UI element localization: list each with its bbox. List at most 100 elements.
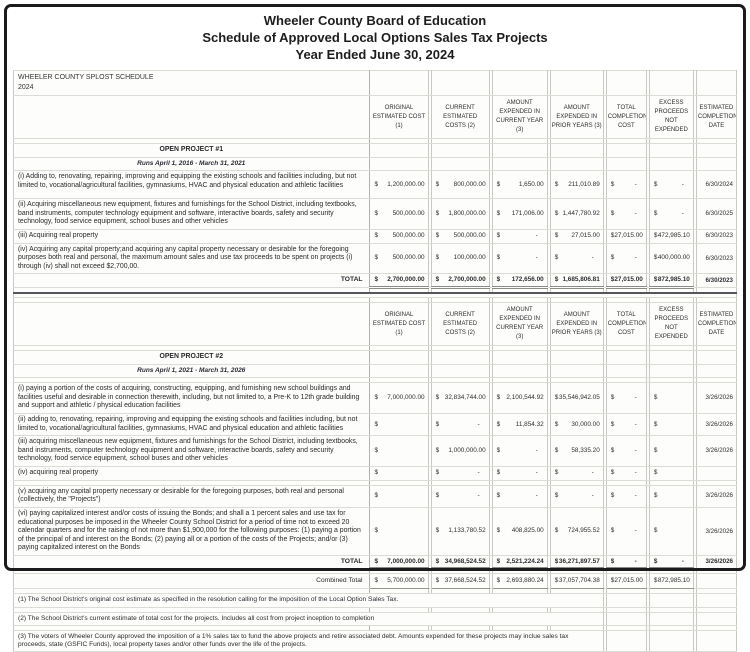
amount-content: $58,335.20 bbox=[553, 447, 601, 455]
amount-content: $ - bbox=[652, 181, 691, 189]
dollar-sign: $ bbox=[554, 527, 559, 535]
amount-cell bbox=[430, 377, 490, 384]
dollar-sign: $ bbox=[554, 180, 559, 188]
amount-content: $27,015.00 bbox=[609, 577, 644, 585]
amount-value: - bbox=[634, 447, 637, 455]
amount-cell bbox=[648, 69, 694, 97]
amount-value: 1,133,780.52 bbox=[448, 527, 486, 535]
dollar-sign: $ bbox=[610, 232, 615, 240]
amount-cell bbox=[430, 143, 490, 158]
date-cell: 3/26/2026 bbox=[695, 412, 738, 437]
amount-content: $171,006.00 bbox=[495, 210, 545, 218]
amount-cell: $27,015.00 bbox=[605, 228, 647, 244]
amount-content: $ - bbox=[609, 254, 644, 262]
amount-cell: $7,000,000.00 bbox=[369, 555, 429, 571]
amount-value: 2,693,880.24 bbox=[506, 577, 544, 585]
amount-value: - bbox=[535, 469, 538, 477]
amount-content: $11,854.32 bbox=[495, 421, 545, 429]
dollar-sign: $ bbox=[496, 447, 501, 455]
dollar-sign: $ bbox=[435, 254, 440, 262]
date-cell bbox=[695, 593, 738, 608]
date-cell bbox=[695, 629, 738, 652]
amount-cell: $872,985.10 bbox=[648, 273, 694, 289]
amount-content: $27,015.00 bbox=[609, 232, 644, 240]
amount-content: $ - bbox=[652, 210, 691, 218]
column-header: AMOUNT EXPENDED IN CURRENT YEAR (3) bbox=[491, 95, 548, 140]
amount-value: 30,000.00 bbox=[571, 420, 600, 428]
amount-content: $ - bbox=[553, 469, 601, 477]
amount-cell: $ - bbox=[605, 412, 647, 437]
column-header: CURRENT ESTIMATED COSTS (2) bbox=[430, 302, 490, 347]
scanned-schedule-page: { "title": { "line1": "Wheeler County Bo… bbox=[4, 4, 746, 652]
amount-cell: $ - bbox=[605, 382, 647, 414]
amount-cell: $472,985.10 bbox=[648, 228, 694, 244]
dollar-sign: $ bbox=[554, 557, 559, 565]
amount-content: $872,985.10 bbox=[652, 577, 691, 585]
amount-cell: $35,546,942.05 bbox=[549, 382, 604, 414]
amount-value: 27,015.00 bbox=[614, 276, 643, 284]
dollar-sign: $ bbox=[610, 527, 615, 535]
dollar-sign: $ bbox=[653, 527, 658, 535]
amount-content: $1,200,000.00 bbox=[372, 181, 425, 189]
amount-cell bbox=[605, 350, 647, 365]
amount-cell bbox=[491, 138, 548, 145]
amount-cell bbox=[549, 69, 604, 97]
amount-cell: $724,955.52 bbox=[549, 506, 604, 557]
amount-cell bbox=[549, 138, 604, 145]
dollar-sign: $ bbox=[496, 254, 501, 262]
amount-value: 408,825.00 bbox=[511, 527, 544, 535]
amount-content: $ bbox=[652, 527, 691, 535]
splost-schedule-table: WHEELER COUNTY SPLOST SCHEDULE 2024 ORIGIN… bbox=[12, 69, 738, 652]
amount-value: 472,985.10 bbox=[657, 232, 690, 240]
amount-cell: $ - bbox=[430, 412, 490, 437]
amount-content: $ bbox=[652, 447, 691, 455]
amount-cell bbox=[369, 363, 429, 379]
dollar-sign: $ bbox=[435, 447, 440, 455]
dollar-sign: $ bbox=[554, 420, 559, 428]
amount-value: 7,000,000.00 bbox=[387, 393, 425, 401]
amount-content: $ bbox=[372, 447, 425, 455]
date-cell bbox=[695, 611, 738, 626]
amount-cell bbox=[430, 156, 490, 172]
footnote-row: (3) The voters of Wheeler County approve… bbox=[13, 629, 738, 652]
amount-value: - bbox=[634, 527, 637, 535]
dollar-sign: $ bbox=[653, 557, 658, 565]
dollar-sign: $ bbox=[374, 254, 379, 262]
amount-cell: $ bbox=[648, 382, 694, 414]
dollar-sign: $ bbox=[653, 420, 658, 428]
amount-cell: $ - bbox=[605, 435, 647, 468]
dollar-sign: $ bbox=[496, 180, 501, 188]
amount-cell bbox=[605, 377, 647, 384]
amount-cell: $211,010.89 bbox=[549, 170, 604, 200]
amount-cell: $ bbox=[369, 466, 429, 481]
amount-content: $211,010.89 bbox=[553, 181, 601, 189]
amount-cell bbox=[369, 345, 429, 352]
amount-content: $37,057,704.38 bbox=[553, 577, 601, 585]
amount-cell: $1,133,780.52 bbox=[430, 506, 490, 557]
amount-cell: $ bbox=[648, 506, 694, 557]
date-cell bbox=[695, 363, 738, 379]
project-description: OPEN PROJECT #1 bbox=[12, 143, 371, 158]
project-description: (iv) acquiring real property bbox=[12, 466, 371, 481]
document-content: Wheeler County Board of Education Schedu… bbox=[12, 8, 738, 652]
amount-content: $2,521,224.24 bbox=[495, 558, 545, 566]
dollar-sign: $ bbox=[554, 469, 559, 477]
amount-cell bbox=[491, 363, 548, 379]
blank-row bbox=[12, 138, 738, 145]
table-row: (vi) paying capitalized interest and/or … bbox=[12, 506, 738, 557]
amount-cell: $2,100,544.92 bbox=[491, 382, 548, 414]
amount-content: $7,000,000.00 bbox=[372, 558, 425, 566]
amount-value: 27,015.00 bbox=[571, 232, 600, 240]
amount-value: 2,700,000.00 bbox=[448, 276, 486, 284]
dollar-sign: $ bbox=[374, 393, 379, 401]
date-cell: 6/30/2025 bbox=[695, 198, 738, 230]
amount-cell: $58,335.20 bbox=[549, 435, 604, 468]
amount-cell bbox=[369, 350, 429, 365]
amount-cell bbox=[369, 69, 429, 97]
amount-cell bbox=[648, 629, 694, 652]
dollar-sign: $ bbox=[496, 469, 501, 477]
blank-row bbox=[12, 377, 738, 384]
amount-cell bbox=[549, 143, 604, 158]
dollar-sign: $ bbox=[435, 420, 440, 428]
amount-cell bbox=[648, 345, 694, 352]
